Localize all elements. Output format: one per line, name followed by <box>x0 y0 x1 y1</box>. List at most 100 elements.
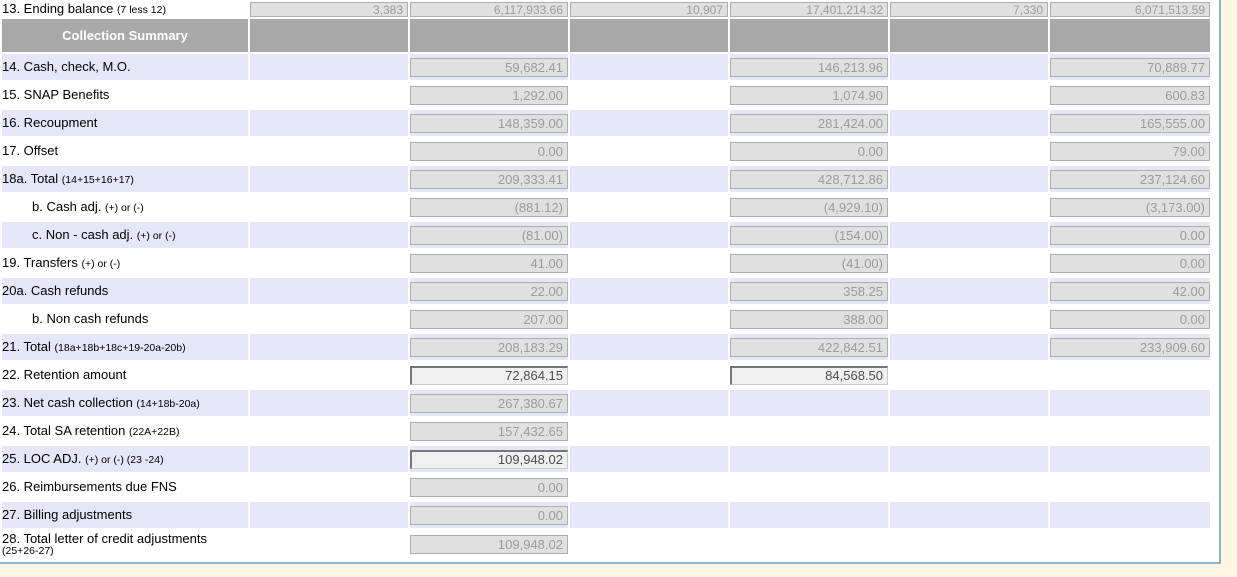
table-row-20a: 20a. Cash refunds <box>2 278 1210 304</box>
cell-19-c3 <box>570 250 728 276</box>
cell-18c-c1 <box>250 222 408 248</box>
cell-20a-c2 <box>410 278 568 304</box>
table-row-24: 24. Total SA retention (22A+22B) <box>2 418 1210 444</box>
cell-26-c6 <box>1050 474 1210 500</box>
row-label-text-23: 23. Net cash collection <box>2 394 133 410</box>
row-label-14: 14. Cash, check, M.O. <box>2 54 248 80</box>
cell-18c-c6 <box>1050 222 1210 248</box>
row-label-20b: b. Non cash refunds <box>2 306 248 332</box>
amount-field-22-c2[interactable] <box>410 365 568 385</box>
row-label-16: 16. Recoupment <box>2 110 248 136</box>
cell-20a-c4 <box>730 278 888 304</box>
table-row-25: 25. LOC ADJ. (+) or (-) (23 -24) <box>2 446 1210 472</box>
amount-field-14-c4 <box>730 57 888 77</box>
row-label-18b: b. Cash adj. (+) or (-) <box>2 194 248 220</box>
row-label-text-25: 25. LOC ADJ. <box>2 450 82 466</box>
cell-26-c4 <box>730 474 888 500</box>
cell-24-c3 <box>570 418 728 444</box>
table-row-26: 26. Reimbursements due FNS <box>2 474 1210 500</box>
amount-field-18c-c4 <box>730 225 888 245</box>
row-label-13: 13. Ending balance (7 less 12) <box>2 2 248 17</box>
amount-field-13-c6 <box>1050 2 1210 17</box>
cell-20b-c5 <box>890 306 1048 332</box>
amount-field-13-c4 <box>730 2 888 17</box>
amount-field-17-c4 <box>730 141 888 161</box>
cell-25-c3 <box>570 446 728 472</box>
cell-20a-c3 <box>570 278 728 304</box>
cell-23-c1 <box>250 390 408 416</box>
row-label-23: 23. Net cash collection (14+18b-20a) <box>2 390 248 416</box>
cell-26-c3 <box>570 474 728 500</box>
section-header-spacer-c3 <box>570 19 728 52</box>
row-label-text-18c: c. Non - cash adj. <box>32 226 134 242</box>
row-label-text-28: 28. Total letter of credit adjustments <box>2 530 207 546</box>
section-header-spacer-c6 <box>1050 19 1210 52</box>
section-header-spacer-c4 <box>730 19 888 52</box>
cell-20a-c1 <box>250 278 408 304</box>
cell-18a-c2 <box>410 166 568 192</box>
cell-15-c5 <box>890 82 1048 108</box>
row-label-18a: 18a. Total (14+15+16+17) <box>2 166 248 192</box>
amount-field-18b-c6 <box>1050 197 1210 217</box>
cell-13-c4 <box>730 2 888 17</box>
cell-18a-c3 <box>570 166 728 192</box>
cell-18a-c5 <box>890 166 1048 192</box>
row-label-18c: c. Non - cash adj. (+) or (-) <box>2 222 248 248</box>
cell-27-c1 <box>250 502 408 528</box>
table-row-18b: b. Cash adj. (+) or (-) <box>2 194 1210 220</box>
cell-15-c4 <box>730 82 888 108</box>
row-label-text-15: 15. SNAP Benefits <box>2 87 110 102</box>
cell-21-c1 <box>250 334 408 360</box>
cell-18b-c2 <box>410 194 568 220</box>
amount-field-25-c2[interactable] <box>410 449 568 469</box>
cell-18a-c1 <box>250 166 408 192</box>
section-header-spacer-c1 <box>250 19 408 52</box>
cell-24-c5 <box>890 418 1048 444</box>
amount-field-16-c2 <box>410 113 568 133</box>
table-row-14: 14. Cash, check, M.O. <box>2 54 1210 80</box>
amount-field-27-c2 <box>410 505 568 525</box>
section-header-title: Collection Summary <box>62 28 188 43</box>
amount-field-18b-c2 <box>410 197 568 217</box>
cell-15-c1 <box>250 82 408 108</box>
cell-18b-c3 <box>570 194 728 220</box>
row-label-19: 19. Transfers (+) or (-) <box>2 250 248 276</box>
cell-16-c3 <box>570 110 728 136</box>
cell-24-c4 <box>730 418 888 444</box>
amount-field-21-c2 <box>410 337 568 357</box>
cell-25-c5 <box>890 446 1048 472</box>
cell-21-c6 <box>1050 334 1210 360</box>
amount-field-16-c4 <box>730 113 888 133</box>
cell-23-c5 <box>890 390 1048 416</box>
table-row-18c: c. Non - cash adj. (+) or (-) <box>2 222 1210 248</box>
cell-20a-c6 <box>1050 278 1210 304</box>
section-header-row: Collection Summary <box>2 19 1210 52</box>
amount-field-20b-c2 <box>410 309 568 329</box>
amount-field-18c-c2 <box>410 225 568 245</box>
amount-field-18b-c4 <box>730 197 888 217</box>
row-label-text-21: 21. Total <box>2 338 51 354</box>
row-label-text-20b: b. Non cash refunds <box>32 311 149 326</box>
section-header-spacer-c5 <box>890 19 1048 52</box>
table-row-15: 15. SNAP Benefits <box>2 82 1210 108</box>
table-row-16: 16. Recoupment <box>2 110 1210 136</box>
cell-20b-c1 <box>250 306 408 332</box>
row-label-21: 21. Total (18a+18b+18c+19-20a-20b) <box>2 334 248 360</box>
row-label-note-13: (7 less 12) <box>116 4 166 16</box>
amount-field-23-c2 <box>410 393 568 413</box>
cell-16-c1 <box>250 110 408 136</box>
cell-23-c2 <box>410 390 568 416</box>
amount-field-21-c4 <box>730 337 888 357</box>
row-label-25: 25. LOC ADJ. (+) or (-) (23 -24) <box>2 446 248 472</box>
cell-17-c3 <box>570 138 728 164</box>
cell-14-c6 <box>1050 54 1210 80</box>
row-label-26: 26. Reimbursements due FNS <box>2 474 248 500</box>
cell-25-c4 <box>730 446 888 472</box>
cell-16-c6 <box>1050 110 1210 136</box>
row-label-text-22: 22. Retention amount <box>2 367 127 382</box>
row-label-24: 24. Total SA retention (22A+22B) <box>2 418 248 444</box>
row-label-note-24: (22A+22B) <box>128 425 180 438</box>
cell-21-c2 <box>410 334 568 360</box>
cell-25-c1 <box>250 446 408 472</box>
amount-field-22-c4[interactable] <box>730 365 888 385</box>
